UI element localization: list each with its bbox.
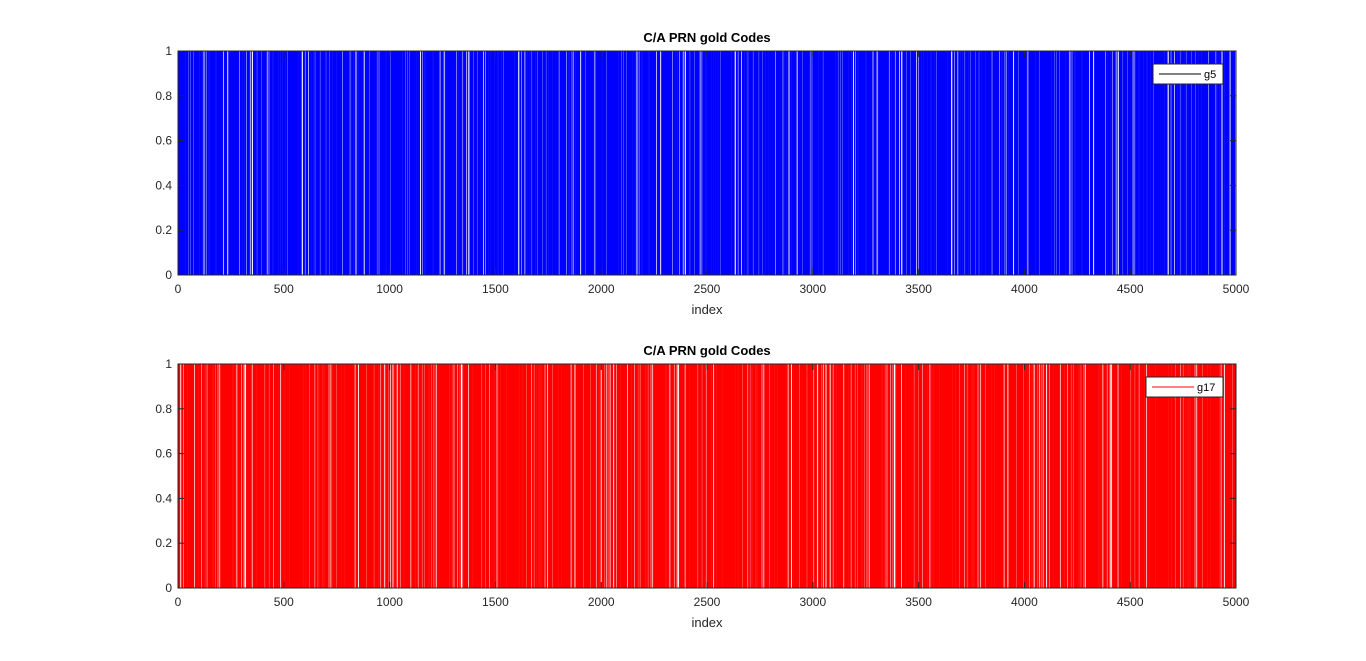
subplot-2-legend-label-g17: g17 <box>1197 382 1215 394</box>
subplot-2-xtick-label: 5000 <box>1223 595 1250 609</box>
subplot-1-ytick-label: 0.4 <box>155 178 172 192</box>
subplot-1-ticks: 0 500 1000 1500 2000 2500 3000 3500 4000 4500 5000… <box>155 44 1249 296</box>
subplot-2-ytick-label: 0.8 <box>155 402 172 416</box>
subplot-2-ytick-label: 1 <box>165 357 172 371</box>
subplot-1-xtick-label: 2000 <box>588 282 615 296</box>
subplot-1-xtick-label: 4500 <box>1117 282 1144 296</box>
subplot-1-ytick-label: 1 <box>165 44 172 58</box>
subplot-1-ytick-label: 0.2 <box>155 223 172 237</box>
subplot-1-line-g5 <box>177 50 1237 276</box>
subplot-2-xtick-label: 500 <box>274 595 294 609</box>
subplot-2-xtick-label: 3500 <box>905 595 932 609</box>
subplot-1-title: C/A PRN gold Codes <box>643 30 770 45</box>
subplot-2-title: C/A PRN gold Codes <box>643 343 770 358</box>
subplot-2-line-g17 <box>177 363 1237 589</box>
subplot-1-xtick-label: 3500 <box>905 282 932 296</box>
subplot-2-legend[interactable]: g17 <box>1145 376 1224 398</box>
subplot-1-ytick-label: 0 <box>165 268 172 282</box>
subplot-2-xtick-label: 1500 <box>482 595 509 609</box>
subplot-1-xtick-label: 0 <box>175 282 182 296</box>
subplot-2-xtick-label: 3000 <box>799 595 826 609</box>
subplot-2-ytick-label: 0.6 <box>155 447 172 461</box>
subplot-1-legend[interactable]: g5 <box>1152 63 1224 85</box>
subplot-1-xtick-label: 500 <box>274 282 294 296</box>
subplot-2-xtick-label: 4000 <box>1011 595 1038 609</box>
subplot-2-ytick-label: 0 <box>165 581 172 595</box>
subplot-2-xtick-label: 2500 <box>694 595 721 609</box>
subplot-2-xtick-label: 4500 <box>1117 595 1144 609</box>
subplot-1: C/A PRN gold Codes 0 500 1000 1500 2000 2500 3… <box>155 30 1249 317</box>
subplot-1-ytick-label: 0.6 <box>155 134 172 148</box>
subplot-2-series-g17 <box>177 363 1237 589</box>
subplot-2-xtick-label: 2000 <box>588 595 615 609</box>
subplot-1-xtick-label: 5000 <box>1223 282 1250 296</box>
subplot-1-xtick-label: 4000 <box>1011 282 1038 296</box>
subplot-2-xlabel: index <box>691 615 723 630</box>
subplot-2: C/A PRN gold Codes 0 500 1000 1500 2000 2500 3… <box>155 343 1249 630</box>
subplot-2-xtick-label: 0 <box>175 595 182 609</box>
subplot-1-xtick-label: 2500 <box>694 282 721 296</box>
subplot-2-ticks: 0 500 1000 1500 2000 2500 3000 3500 4000 4500 5000… <box>155 357 1249 609</box>
subplot-2-ytick-label: 0.4 <box>155 491 172 505</box>
subplot-1-xtick-label: 1500 <box>482 282 509 296</box>
subplot-2-ytick-label: 0.2 <box>155 536 172 550</box>
subplot-1-ytick-label: 0.8 <box>155 89 172 103</box>
subplot-1-xtick-label: 1000 <box>376 282 403 296</box>
subplot-1-series-g5 <box>177 50 1237 276</box>
subplot-2-xtick-label: 1000 <box>376 595 403 609</box>
subplot-1-xtick-label: 3000 <box>799 282 826 296</box>
subplot-1-xlabel: index <box>691 302 723 317</box>
subplot-1-legend-label-g5: g5 <box>1204 69 1216 81</box>
